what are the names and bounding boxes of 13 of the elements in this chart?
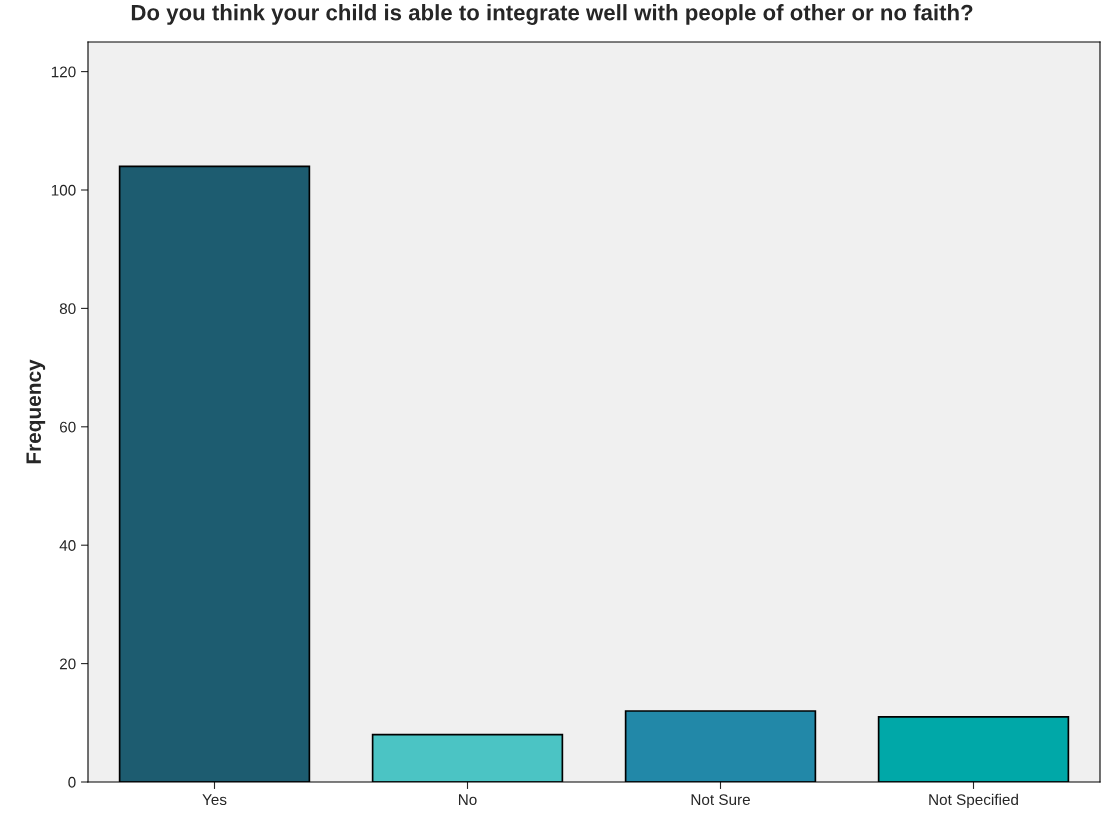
y-tick-label: 60: [59, 421, 76, 433]
y-tick-label: 40: [59, 540, 76, 551]
chart-title: Do you think your child is able to integrate well with people of other or no faith?: [131, 4, 973, 25]
y-tick-label: 0: [68, 776, 76, 788]
y-tick-label: 20: [59, 658, 76, 670]
x-tick-label: No: [458, 794, 477, 806]
y-tick-label: 80: [59, 303, 76, 315]
y-axis-title: Frequency: [26, 359, 46, 464]
y-tick-label: 100: [51, 184, 76, 196]
x-tick-label: Yes: [202, 794, 227, 806]
x-tick-label: Not Specified: [929, 793, 1018, 809]
x-tick-label: Not Sure: [691, 794, 750, 806]
y-tick-label: 120: [51, 66, 76, 78]
